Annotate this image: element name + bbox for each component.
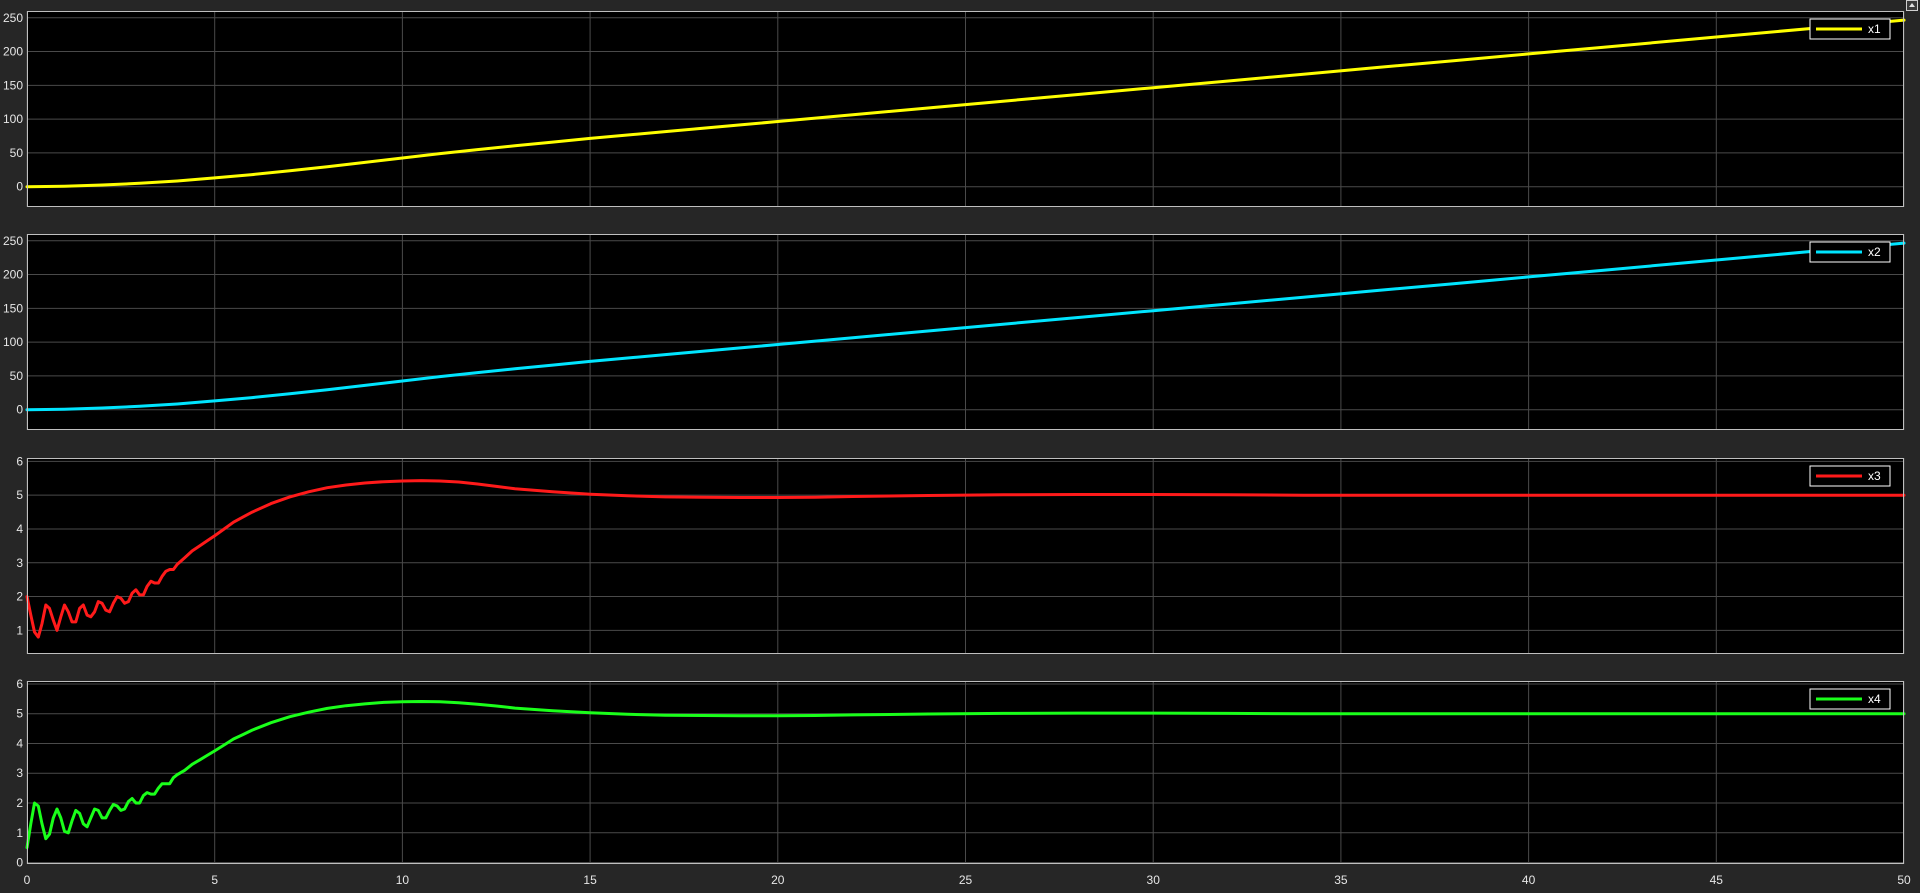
y-tick-label: 250 bbox=[3, 234, 23, 248]
x-tick-label: 20 bbox=[771, 873, 785, 887]
y-tick-label: 0 bbox=[16, 856, 23, 870]
legend-label-x1: x1 bbox=[1868, 22, 1881, 36]
y-tick-label: 100 bbox=[3, 112, 23, 126]
y-tick-label: 150 bbox=[3, 301, 23, 315]
plot-border-3 bbox=[27, 458, 1904, 654]
y-tick-label: 4 bbox=[16, 736, 23, 750]
legend-label-x4: x4 bbox=[1868, 692, 1881, 706]
plot-panel-2: 0 50 100 150 200 250 x2 bbox=[3, 234, 1906, 430]
y-tick-label: 3 bbox=[16, 556, 23, 570]
y-tick-label: 0 bbox=[16, 403, 23, 417]
plot-border-1 bbox=[27, 11, 1904, 207]
y-tick-label: 1 bbox=[16, 623, 23, 637]
legend-2: x2 bbox=[1809, 241, 1891, 263]
plot-panel-3: 1 2 3 4 5 6 x3 bbox=[16, 454, 1906, 654]
x-tick-label: 30 bbox=[1147, 873, 1161, 887]
legend-4: x4 bbox=[1809, 688, 1891, 710]
x-tick-label: 35 bbox=[1334, 873, 1348, 887]
plot-panel-1: 0 50 100 150 200 250 x1 bbox=[3, 11, 1906, 207]
series-line-x3 bbox=[25, 479, 1906, 639]
legend-1: x1 bbox=[1809, 18, 1891, 40]
x-tick-label: 45 bbox=[1710, 873, 1724, 887]
x-tick-label: 50 bbox=[1897, 873, 1911, 887]
y-tick-label: 6 bbox=[16, 454, 23, 468]
y-tick-label: 2 bbox=[16, 590, 23, 604]
x-tick-label: 5 bbox=[211, 873, 218, 887]
y-tick-label: 2 bbox=[16, 796, 23, 810]
y-tick-label: 5 bbox=[16, 488, 23, 502]
y-tick-label: 250 bbox=[3, 11, 23, 25]
y-tick-label: 0 bbox=[16, 180, 23, 194]
y-tick-label: 6 bbox=[16, 677, 23, 691]
y-tick-label: 4 bbox=[16, 522, 23, 536]
x-tick-label: 25 bbox=[959, 873, 973, 887]
legend-label-x2: x2 bbox=[1868, 245, 1881, 259]
legend-3: x3 bbox=[1809, 465, 1891, 487]
x-tick-label: 0 bbox=[24, 873, 31, 887]
x-tick-label: 15 bbox=[583, 873, 597, 887]
series-line-x1 bbox=[25, 18, 1906, 189]
plot-border-4 bbox=[27, 681, 1904, 864]
y-tick-label: 100 bbox=[3, 335, 23, 349]
y-tick-label: 50 bbox=[10, 369, 24, 383]
y-tick-label: 200 bbox=[3, 45, 23, 59]
y-tick-label: 1 bbox=[16, 826, 23, 840]
y-tick-label: 3 bbox=[16, 766, 23, 780]
series-line-x2 bbox=[25, 241, 1906, 412]
undock-arrow-icon[interactable] bbox=[1906, 0, 1918, 11]
y-tick-label: 150 bbox=[3, 78, 23, 92]
y-tick-label: 200 bbox=[3, 268, 23, 282]
x-tick-label: 40 bbox=[1522, 873, 1536, 887]
x-tick-label: 10 bbox=[396, 873, 410, 887]
plot-border-2 bbox=[27, 234, 1904, 430]
legend-label-x3: x3 bbox=[1868, 469, 1881, 483]
y-tick-label: 5 bbox=[16, 707, 23, 721]
series-line-x4 bbox=[25, 700, 1906, 850]
y-tick-label: 50 bbox=[10, 146, 24, 160]
